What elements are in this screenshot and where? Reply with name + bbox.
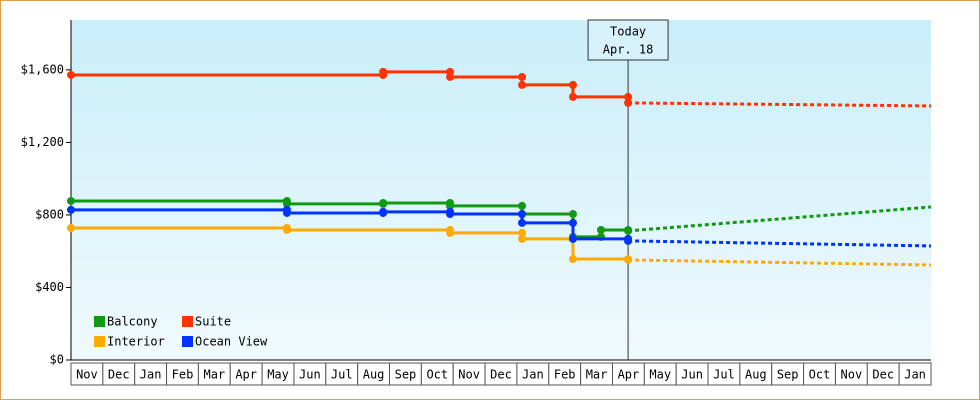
marker — [568, 254, 577, 263]
marker — [518, 80, 527, 89]
marker — [568, 218, 577, 227]
marker — [624, 98, 633, 107]
marker — [568, 234, 577, 243]
legend-label: Interior — [107, 335, 165, 349]
marker — [282, 225, 291, 234]
y-tick-label: $0 — [50, 353, 64, 367]
marker — [568, 92, 577, 101]
x-tick-label: Jul — [713, 368, 735, 382]
x-tick-label: Dec — [490, 368, 512, 382]
x-tick-label: Jul — [331, 368, 353, 382]
x-tick-label: Dec — [872, 368, 894, 382]
x-tick-label: Jan — [140, 368, 162, 382]
legend-swatch — [94, 316, 105, 327]
x-tick-label: Jun — [299, 368, 321, 382]
x-tick-label: Aug — [745, 368, 767, 382]
x-tick-label: Feb — [172, 368, 194, 382]
marker — [379, 67, 388, 76]
today-box — [587, 19, 669, 61]
legend-swatch — [94, 336, 105, 347]
x-tick-label: Jun — [681, 368, 703, 382]
today-label: Today — [610, 25, 646, 39]
x-tick-label: Mar — [203, 368, 225, 382]
x-tick-label: Aug — [363, 368, 385, 382]
y-tick-label: $400 — [35, 280, 64, 294]
marker — [568, 210, 577, 219]
marker — [518, 210, 527, 219]
marker — [446, 72, 455, 81]
x-tick-label: May — [267, 368, 289, 382]
marker — [446, 201, 455, 210]
x-tick-label: Nov — [841, 368, 863, 382]
marker — [282, 208, 291, 217]
marker — [624, 226, 633, 235]
y-tick-label: $800 — [35, 207, 64, 221]
marker — [597, 225, 606, 234]
legend-label: Ocean View — [195, 335, 268, 349]
x-tick-label: Dec — [108, 368, 130, 382]
legend-label: Suite — [195, 315, 231, 329]
x-tick-label: Oct — [426, 368, 448, 382]
marker — [67, 196, 75, 205]
marker — [518, 72, 527, 81]
marker — [568, 80, 577, 89]
forecast-line — [628, 258, 932, 267]
marker — [446, 210, 455, 219]
legend-label: Balcony — [107, 315, 158, 329]
marker — [624, 255, 633, 264]
marker — [379, 198, 388, 207]
forecast-line — [628, 239, 932, 248]
marker — [624, 236, 633, 245]
marker — [518, 218, 527, 227]
legend-swatch — [182, 336, 193, 347]
marker — [518, 201, 527, 210]
marker — [282, 199, 291, 208]
x-tick-label: Nov — [458, 368, 480, 382]
month-cell — [898, 362, 932, 386]
marker — [67, 223, 75, 232]
x-tick-label: Nov — [76, 368, 98, 382]
x-tick-label: Jan — [522, 368, 544, 382]
x-tick-label: May — [649, 368, 671, 382]
marker — [624, 92, 633, 101]
y-tick-label: $1,600 — [21, 62, 64, 76]
legend-swatch — [182, 316, 193, 327]
marker — [67, 205, 75, 214]
x-tick-label: Apr — [235, 368, 257, 382]
marker — [67, 70, 75, 79]
x-tick-label: Apr — [618, 368, 640, 382]
marker — [379, 207, 388, 216]
marker — [446, 228, 455, 237]
x-tick-label: Feb — [554, 368, 576, 382]
x-tick-label: Mar — [586, 368, 608, 382]
today-date: Apr. 18 — [603, 43, 654, 57]
x-tick-label: Sep — [395, 368, 417, 382]
y-tick-label: $1,200 — [21, 135, 64, 149]
marker — [518, 234, 527, 243]
forecast-line — [628, 101, 932, 108]
x-tick-label: Sep — [777, 368, 799, 382]
forecast-line — [627, 205, 932, 233]
x-tick-label: Oct — [809, 368, 831, 382]
marker — [518, 228, 527, 237]
x-tick-label: Jan — [904, 368, 926, 382]
plot-area — [71, 20, 931, 360]
